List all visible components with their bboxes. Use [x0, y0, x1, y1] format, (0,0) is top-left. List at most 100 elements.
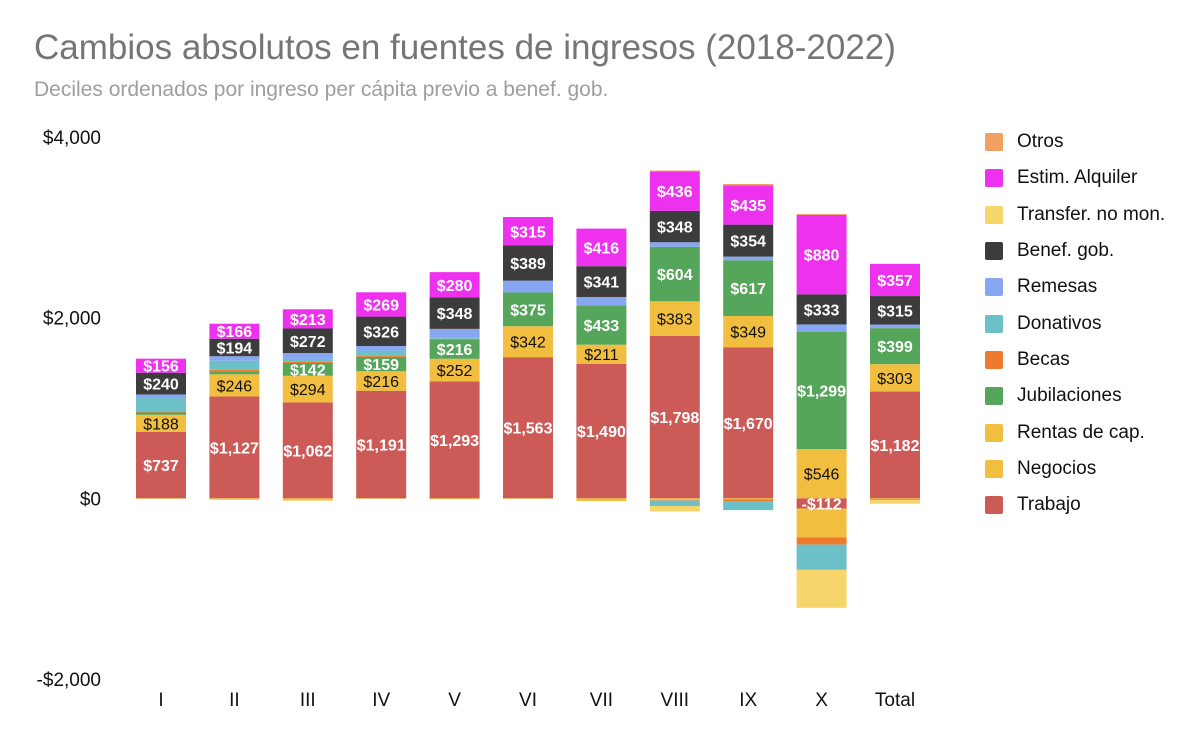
bar-data-label: $357: [877, 273, 913, 290]
bar-data-label: $272: [290, 334, 326, 351]
legend-label: Rentas de cap.: [1017, 421, 1145, 443]
bar-segment: [649, 500, 700, 501]
bar-segment: [282, 402, 333, 499]
y-tick-label: $4,000: [43, 128, 101, 149]
bar-segment: [282, 328, 333, 354]
bar-segment: [649, 335, 700, 499]
legend-item: Trabajo: [985, 487, 1165, 523]
bar-segment: [356, 316, 407, 347]
bar-segment: [136, 358, 186, 373]
legend-label: Transfer. no mon.: [1017, 203, 1166, 225]
legend-swatch: [985, 169, 1003, 188]
bar-data-label: $213: [290, 312, 326, 329]
bar-segment: [429, 337, 480, 339]
bar-data-label: $216: [437, 342, 473, 359]
bar-segment: [282, 353, 333, 359]
y-tick-label: -$2,000: [37, 670, 101, 691]
legend-label: Jubilaciones: [1017, 385, 1122, 407]
bar-data-label: $341: [584, 275, 620, 292]
bar-segment: [649, 246, 700, 302]
bar-segment: [429, 272, 480, 298]
bar-segment: [796, 569, 847, 608]
bar-segment: [796, 537, 847, 545]
x-tick-label: VII: [590, 690, 613, 711]
bar-segment: [136, 394, 186, 399]
bar-segment: [870, 499, 920, 501]
bar-data-label: $1,293: [430, 433, 479, 450]
legend-item: Rentas de cap.: [985, 414, 1165, 450]
bar-segment: [209, 369, 260, 372]
bar-data-label: $354: [730, 234, 766, 251]
legend-item: Jubilaciones: [985, 378, 1165, 414]
bar-segment: [723, 347, 774, 499]
bar-segment: [503, 217, 553, 246]
y-tick-label: $2,000: [43, 309, 101, 330]
bar-segment: [576, 344, 627, 364]
bar-segment: [796, 213, 847, 215]
bar-segment: [282, 498, 333, 501]
bar-data-label: $1,563: [504, 421, 553, 438]
bar-segment: [723, 499, 774, 502]
bar-segment: [649, 210, 700, 243]
bar-segment: [723, 185, 774, 225]
bar-segment: [282, 375, 333, 403]
bar-segment: [796, 449, 847, 499]
bar-data-label: $166: [217, 324, 253, 341]
legend-label: Otros: [1017, 131, 1064, 153]
x-tick-label: III: [300, 690, 316, 711]
chart-legend: Otros Estim. Alquiler Transfer. no mon. Ben…: [985, 124, 1165, 523]
bar-data-label: $416: [584, 240, 620, 257]
bar-segment: [576, 228, 627, 267]
legend-swatch: [985, 205, 1003, 224]
bar-segment: [429, 498, 480, 500]
legend-swatch: [985, 314, 1003, 333]
bar-data-label: $246: [217, 378, 253, 395]
x-tick-label: II: [229, 690, 240, 711]
bar-data-label: $436: [657, 184, 693, 201]
bar-data-label: $188: [143, 416, 179, 433]
bar-data-label: $333: [804, 302, 840, 319]
bar-segment: [356, 371, 407, 391]
legend-item: Remesas: [985, 269, 1165, 305]
bar-segment: [796, 498, 847, 509]
bar-segment: [649, 171, 700, 211]
bar-segment: [136, 398, 186, 412]
bar-segment: [723, 315, 774, 348]
legend-label: Estim. Alquiler: [1017, 167, 1138, 189]
bar-segment: [136, 431, 186, 499]
bar-data-label: $1,191: [357, 438, 406, 455]
bar-segment: [870, 391, 920, 499]
legend-swatch: [985, 459, 1003, 478]
x-tick-label: V: [448, 690, 461, 711]
bar-segment: [503, 245, 553, 281]
bar-segment: [870, 263, 920, 297]
bar-data-label: $1,062: [283, 443, 332, 460]
bar-data-label: $399: [877, 339, 913, 356]
bar-segment: [209, 323, 260, 339]
bar-data-label: $142: [290, 362, 326, 379]
legend-item: Donativos: [985, 305, 1165, 341]
bar-data-label: $315: [510, 224, 546, 241]
legend-label: Remesas: [1017, 276, 1098, 298]
bar-segment: [429, 339, 480, 359]
bar-segment: [576, 296, 627, 306]
bar-data-label: $159: [363, 357, 399, 374]
bar-segment: [356, 390, 407, 499]
bar-segment: [282, 363, 333, 376]
legend-swatch: [985, 423, 1003, 442]
bar-data-label: $269: [363, 297, 399, 314]
x-tick-label: IX: [739, 690, 757, 711]
bar-segment: [649, 506, 700, 512]
bar-data-label: $194: [217, 340, 253, 357]
bar-segment: [576, 498, 627, 502]
bar-segment: [576, 305, 627, 306]
bar-segment: [429, 328, 480, 338]
bar-data-label: $280: [437, 278, 473, 295]
bar-segment: [282, 361, 333, 364]
bar-data-label: $349: [730, 325, 766, 342]
bar-segment: [503, 280, 553, 293]
x-tick-label: IV: [372, 690, 390, 711]
bar-data-label: $1,182: [871, 438, 920, 455]
bar-segment: [356, 350, 407, 356]
bar-data-label: $389: [510, 256, 546, 273]
